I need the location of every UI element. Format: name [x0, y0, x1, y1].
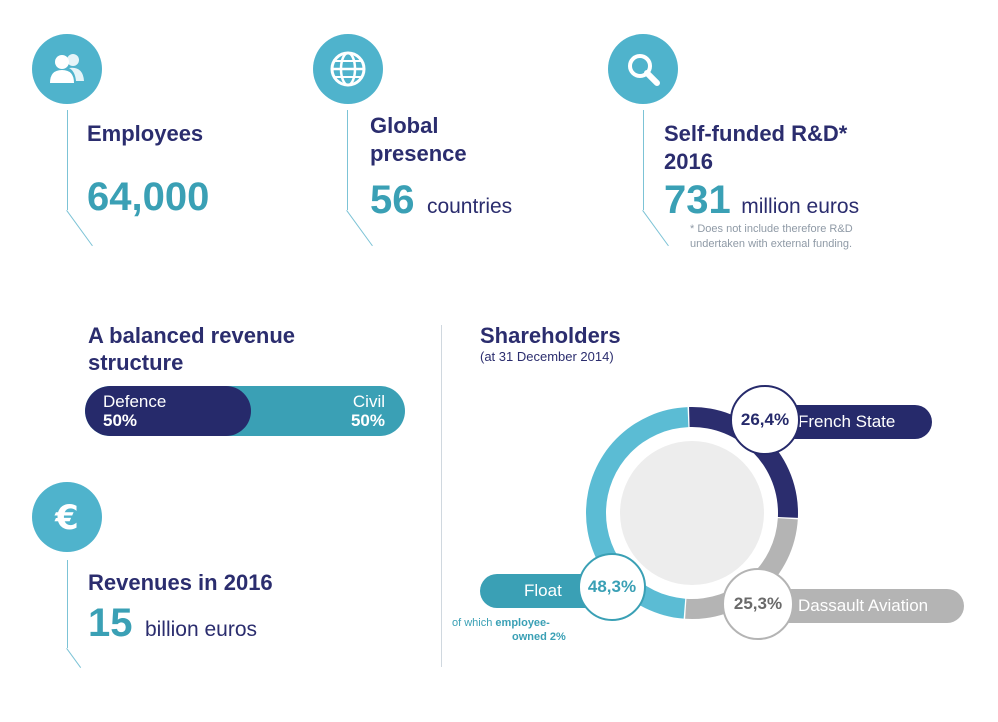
shareholders-title: Shareholders — [480, 323, 621, 348]
bar-label-civil: Civil 50% — [351, 392, 385, 430]
presence-title-line1: Global — [370, 113, 439, 138]
revenues-value-row: 15 billion euros — [88, 603, 257, 643]
revenues-title: Revenues in 2016 — [88, 570, 273, 595]
rnd-value: 731 — [664, 178, 731, 222]
employees-connector — [67, 110, 68, 210]
presence-connector — [347, 110, 348, 210]
rnd-title-line1: Self-funded R&D* — [664, 121, 848, 146]
float-note-owned: owned 2% — [512, 631, 566, 643]
float-note: of which employee- owned 2% — [452, 616, 566, 644]
presence-value-row: 56 countries — [370, 180, 512, 220]
bubble-dassault-aviation: 25,3% — [722, 568, 794, 640]
shareholders-subtitle: (at 31 December 2014) — [480, 349, 614, 364]
revenues-icon-circle: € — [32, 482, 102, 552]
rnd-value-row: 731 million euros — [664, 180, 859, 220]
pill-french-state-label: French State — [798, 412, 896, 431]
section-divider — [441, 325, 442, 667]
globe-icon — [330, 51, 366, 87]
bar-label-defence-value: 50% — [103, 411, 138, 430]
bar-label-civil-value: 50% — [350, 411, 385, 430]
revenue-structure-title-line1: A balanced revenue — [88, 323, 296, 348]
revenue-structure-title-line2: structure — [88, 350, 184, 375]
people-icon — [50, 54, 84, 83]
donut-center — [620, 441, 764, 585]
revenues-value: 15 — [88, 601, 133, 645]
presence-title-line2: presence — [370, 141, 467, 166]
float-note-line2: owned 2% — [452, 630, 566, 644]
float-note-line1: of which employee- — [452, 616, 566, 630]
pill-dassault-aviation-label: Dassault Aviation — [798, 596, 929, 615]
rnd-title-line2: 2016 — [664, 149, 713, 174]
revenues-connector — [67, 560, 68, 648]
rnd-note-line1: * Does not include therefore R&D — [690, 223, 853, 235]
bubble-float: 48,3% — [578, 553, 646, 621]
float-note-of-which: of which — [452, 617, 493, 629]
bar-label-defence-name: Defence — [103, 392, 167, 411]
bubble-french-state: 26,4% — [730, 385, 800, 455]
pill-float-label: Float — [524, 581, 562, 600]
svg-text:€: € — [54, 498, 79, 537]
revenue-split-bar: Defence 50% Civil 50% — [85, 386, 405, 436]
euro-icon: € — [54, 498, 79, 537]
presence-unit: countries — [426, 195, 513, 218]
rnd-note-line2: undertaken with external funding. — [690, 238, 853, 250]
magnifier-icon — [628, 54, 660, 86]
employees-value: 64,000 — [87, 175, 210, 219]
bar-label-civil-name: Civil — [352, 392, 385, 411]
presence-icon-circle — [313, 34, 383, 104]
presence-value: 56 — [370, 178, 415, 222]
employees-icon-circle — [32, 34, 102, 104]
employees-title: Employees — [87, 121, 204, 146]
revenues-unit: billion euros — [144, 618, 258, 641]
rnd-unit: million euros — [741, 195, 860, 218]
rnd-icon-circle — [608, 34, 678, 104]
float-note-employee: employee- — [495, 617, 550, 629]
bar-label-defence: Defence 50% — [103, 392, 166, 430]
rnd-connector — [643, 110, 644, 210]
bar-segment-defence — [85, 386, 251, 436]
